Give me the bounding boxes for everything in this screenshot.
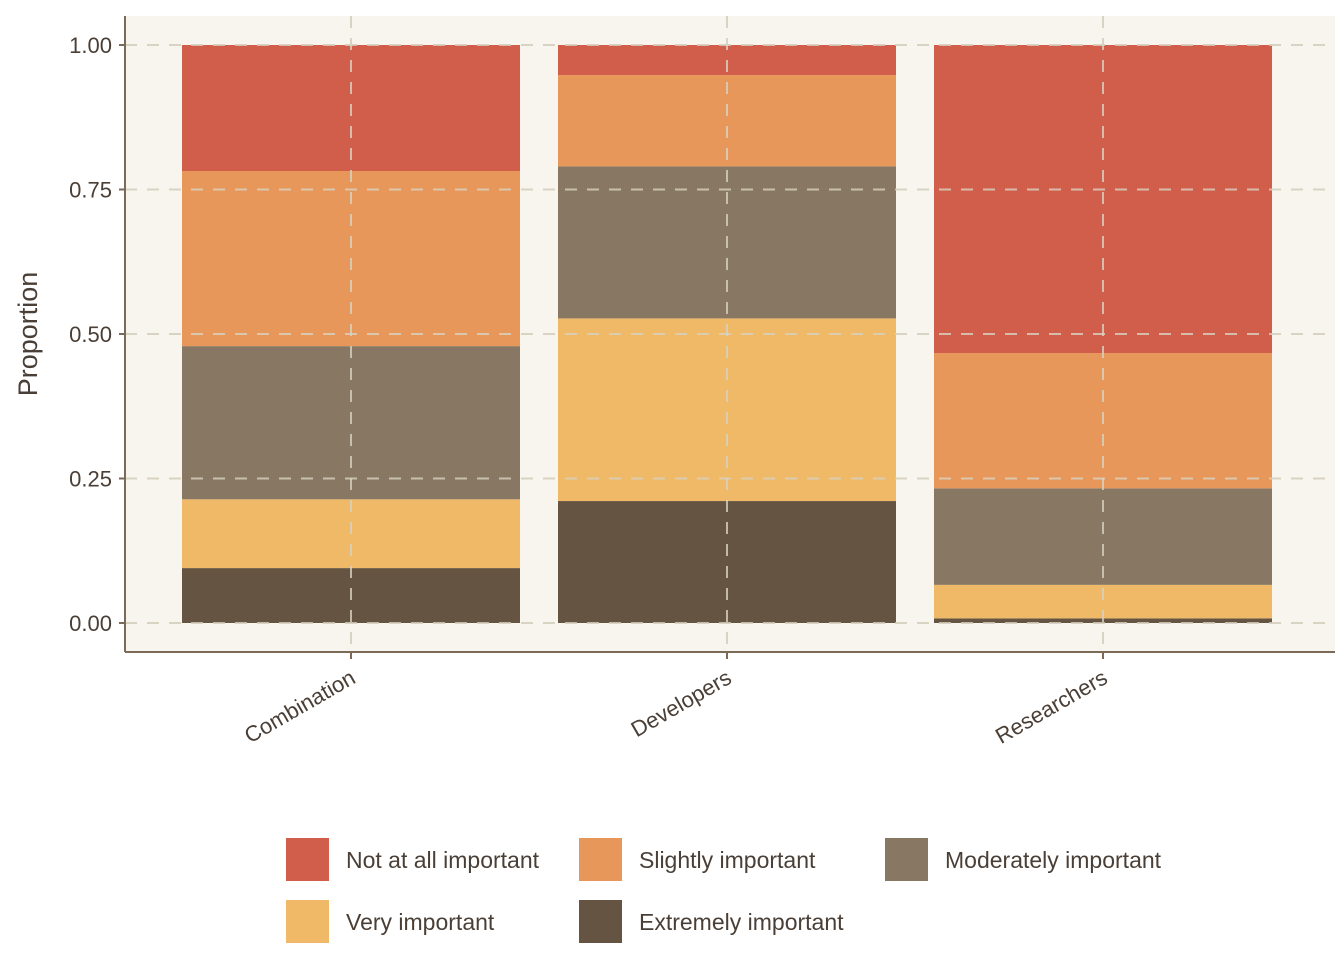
- legend-swatch: [885, 838, 928, 881]
- y-tick-label: 0.00: [69, 611, 112, 636]
- y-tick-label: 0.50: [69, 322, 112, 347]
- x-tick-label: Researchers: [991, 665, 1112, 749]
- x-tick-label: Developers: [627, 665, 736, 742]
- legend-label: Very important: [346, 909, 495, 935]
- y-tick-label: 1.00: [69, 33, 112, 58]
- legend-swatch: [579, 900, 622, 943]
- legend-swatch: [286, 838, 329, 881]
- legend-label: Extremely important: [639, 909, 844, 935]
- legend-swatch: [286, 900, 329, 943]
- y-tick-label: 0.75: [69, 178, 112, 203]
- bar-segment: Developers — Very important: 0.316: [558, 318, 896, 502]
- bar-segment: Developers — Extremely important: 0.211: [558, 501, 896, 623]
- legend-label: Slightly important: [639, 847, 816, 873]
- legend: Not at all important Slightly important Mo…: [286, 838, 1162, 943]
- legend-label: Not at all important: [346, 847, 540, 873]
- legend-item: Very important: [286, 900, 495, 943]
- x-tick-label: Combination: [240, 665, 359, 748]
- legend-swatch: [579, 838, 622, 881]
- y-tick-label: 0.25: [69, 467, 112, 492]
- legend-item: Moderately important: [885, 838, 1162, 881]
- bars: Combination — Extremely important: 0.095…: [125, 16, 1335, 652]
- legend-item: Slightly important: [579, 838, 816, 881]
- legend-label: Moderately important: [945, 847, 1162, 873]
- legend-item: Extremely important: [579, 900, 844, 943]
- y-axis-title: Proportion: [13, 272, 43, 397]
- legend-item: Not at all important: [286, 838, 540, 881]
